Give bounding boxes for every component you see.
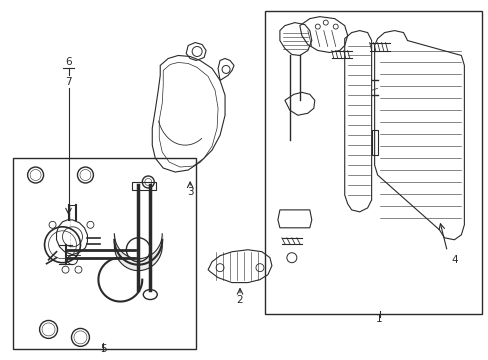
Text: 6: 6 — [65, 58, 72, 67]
Text: 2: 2 — [236, 294, 243, 305]
Text: 1: 1 — [376, 314, 382, 324]
Text: 5: 5 — [100, 345, 106, 354]
Text: 7: 7 — [65, 77, 72, 87]
Text: 3: 3 — [186, 187, 193, 197]
Bar — [132, 182, 156, 190]
Bar — [371, 130, 377, 155]
Bar — [264, 11, 481, 315]
Bar — [13, 158, 196, 349]
Text: 4: 4 — [450, 255, 457, 265]
